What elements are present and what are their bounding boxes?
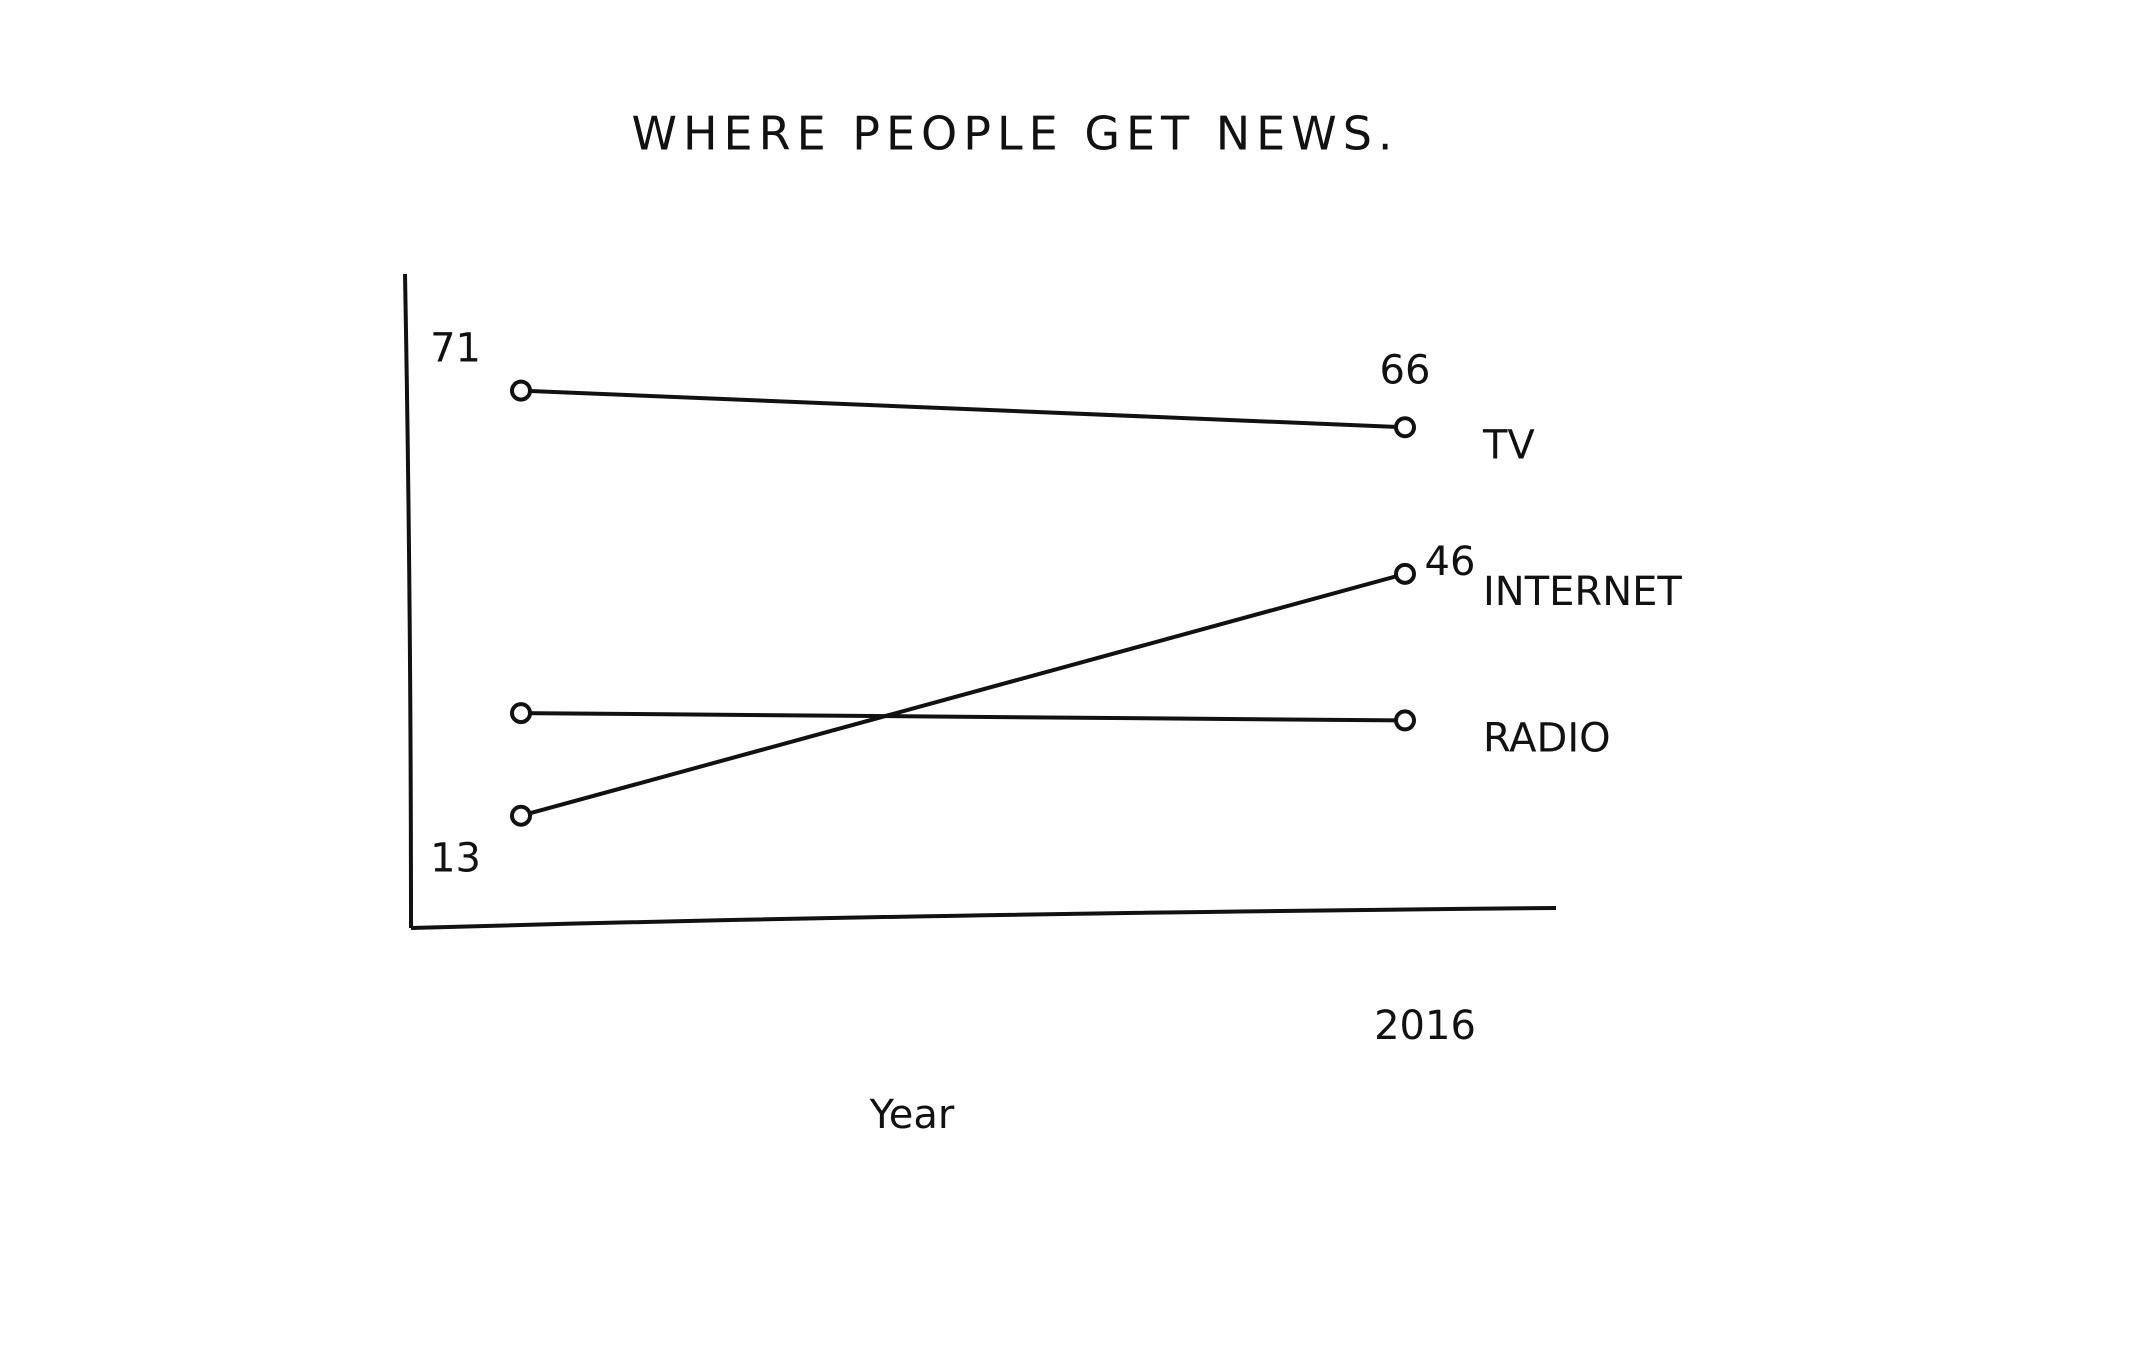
data-label: 46	[1425, 539, 1476, 585]
x-tick-label: 2016	[1374, 1003, 1476, 1049]
data-label: 66	[1380, 347, 1431, 393]
point	[1394, 562, 1416, 585]
point	[510, 702, 532, 725]
series-line	[520, 388, 1406, 430]
point	[510, 804, 532, 827]
series-line	[520, 711, 1406, 723]
y-axis	[403, 273, 413, 929]
chart-title: WHERE PEOPLE GET NEWS.	[631, 107, 1398, 161]
series-line	[520, 571, 1406, 818]
point	[510, 379, 532, 402]
series-name: RADIO	[1483, 715, 1611, 761]
data-label: 71	[430, 326, 481, 372]
point	[1394, 709, 1416, 732]
x-axis-label: Year	[869, 1092, 955, 1138]
x-axis	[410, 906, 1557, 930]
point	[1394, 416, 1416, 439]
series-name: TV	[1482, 422, 1535, 468]
series-name: INTERNET	[1483, 569, 1682, 615]
data-label: 13	[430, 836, 481, 882]
